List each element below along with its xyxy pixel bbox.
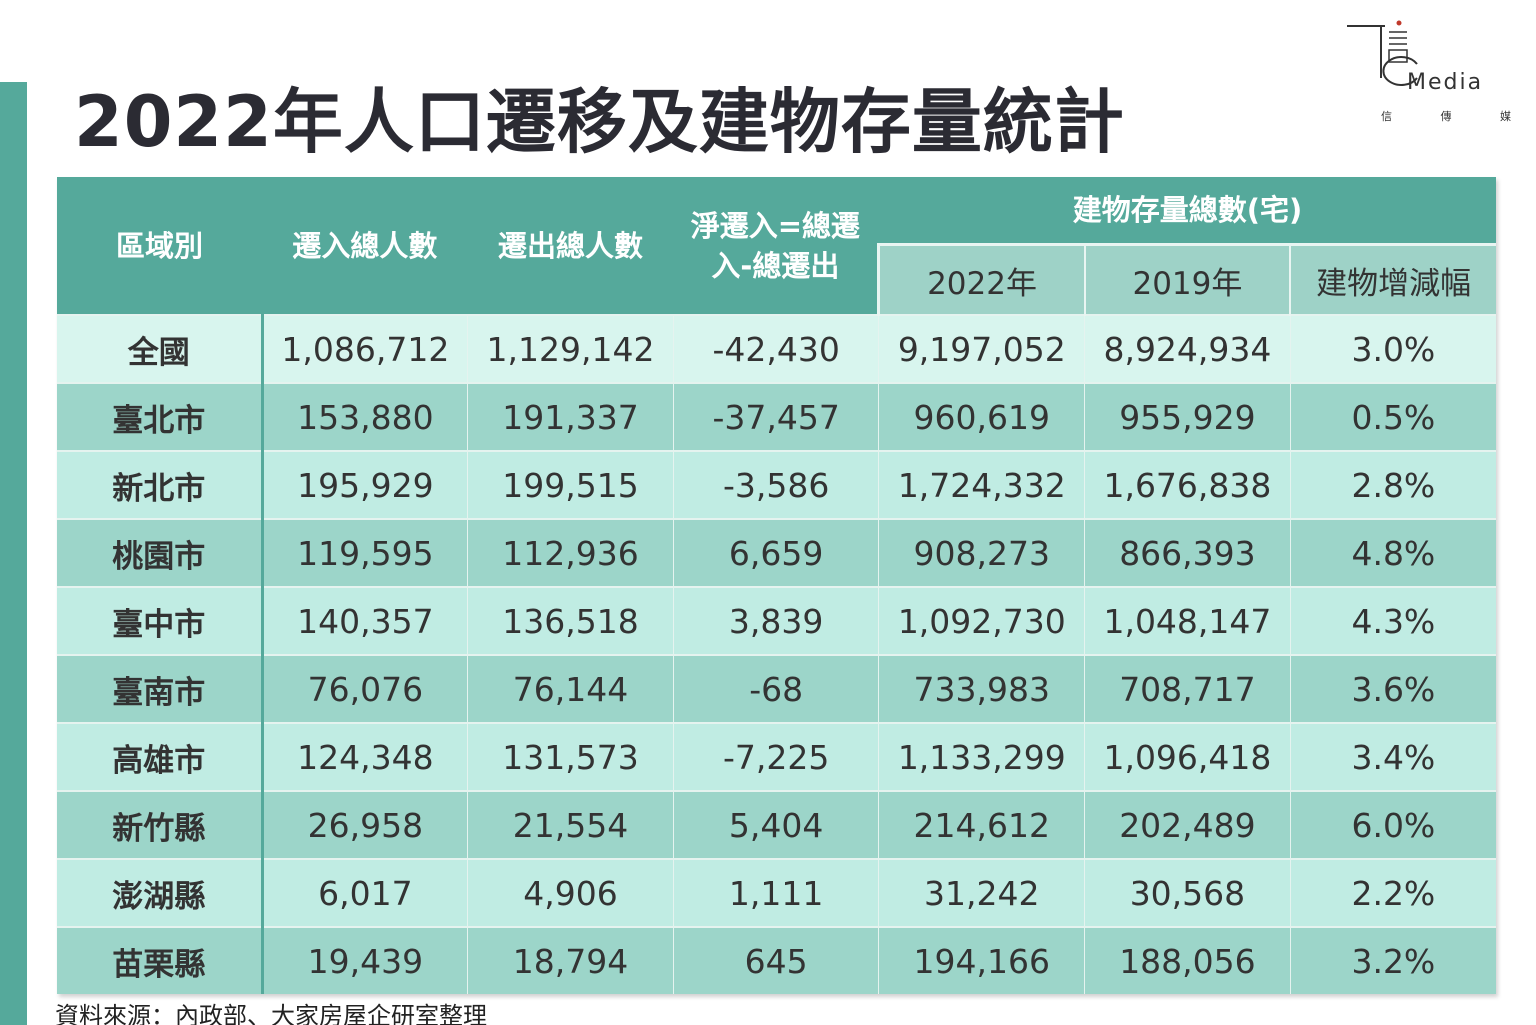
cell-inflow: 124,348	[261, 722, 468, 791]
table-row: 高雄市 124,348 131,573 -7,225 1,133,299 1,0…	[57, 722, 1496, 791]
page-title: 2022年人口遷移及建物存量統計	[74, 81, 1125, 163]
cell-change: 6.0%	[1289, 790, 1496, 859]
cell-net: -37,457	[672, 382, 879, 451]
cell-region: 桃園市	[57, 518, 264, 587]
table-row: 新北市 195,929 199,515 -3,586 1,724,332 1,6…	[57, 450, 1496, 519]
cell-net: 1,111	[672, 858, 879, 927]
cell-outflow: 21,554	[467, 790, 674, 859]
cell-inflow: 26,958	[261, 790, 468, 859]
cell-stock-2022: 960,619	[878, 382, 1085, 451]
cell-change: 4.8%	[1289, 518, 1496, 587]
cell-region: 苗栗縣	[57, 926, 264, 994]
cell-inflow: 1,086,712	[261, 314, 468, 383]
cell-stock-2019: 202,489	[1084, 790, 1291, 859]
cell-region: 臺中市	[57, 586, 264, 655]
cell-inflow: 140,357	[261, 586, 468, 655]
cell-stock-2022: 1,133,299	[878, 722, 1085, 791]
cell-outflow: 136,518	[467, 586, 674, 655]
cell-change: 3.0%	[1289, 314, 1496, 383]
cell-outflow: 18,794	[467, 926, 674, 994]
cell-net: -42,430	[672, 314, 879, 383]
cell-inflow: 6,017	[261, 858, 468, 927]
cell-region: 新北市	[57, 450, 264, 519]
cell-stock-2019: 1,096,418	[1084, 722, 1291, 791]
cell-stock-2022: 31,242	[878, 858, 1085, 927]
cell-change: 3.4%	[1289, 722, 1496, 791]
cell-region: 澎湖縣	[57, 858, 264, 927]
cell-stock-2022: 194,166	[878, 926, 1085, 994]
cell-stock-2022: 1,724,332	[878, 450, 1085, 519]
header-net: 淨遷入=總遷入-總遷出	[673, 177, 879, 315]
cell-region: 臺南市	[57, 654, 264, 723]
accent-bar	[0, 82, 27, 1025]
table-row: 新竹縣 26,958 21,554 5,404 214,612 202,489 …	[57, 790, 1496, 859]
migration-table: 區域別 遷入總人數 遷出總人數 淨遷入=總遷入-總遷出 建物存量總數(宅) 20…	[57, 177, 1496, 994]
header-stock-2022: 2022年	[877, 244, 1085, 315]
cell-stock-2022: 1,092,730	[878, 586, 1085, 655]
header-stock-group: 建物存量總數(宅)	[878, 177, 1496, 246]
cell-change: 4.3%	[1289, 586, 1496, 655]
table-row: 臺南市 76,076 76,144 -68 733,983 708,717 3.…	[57, 654, 1496, 723]
cell-stock-2022: 9,197,052	[878, 314, 1085, 383]
cell-stock-2019: 30,568	[1084, 858, 1291, 927]
header-change: 建物增減幅	[1289, 244, 1496, 315]
cell-outflow: 199,515	[467, 450, 674, 519]
cell-stock-2019: 1,676,838	[1084, 450, 1291, 519]
cell-change: 0.5%	[1289, 382, 1496, 451]
logo-word: Media	[1407, 70, 1484, 95]
cell-outflow: 131,573	[467, 722, 674, 791]
cell-region: 高雄市	[57, 722, 264, 791]
table-row: 臺北市 153,880 191,337 -37,457 960,619 955,…	[57, 382, 1496, 451]
cell-inflow: 119,595	[261, 518, 468, 587]
cell-inflow: 76,076	[261, 654, 468, 723]
cell-change: 3.2%	[1289, 926, 1496, 994]
cell-net: 645	[672, 926, 879, 994]
cell-net: 3,839	[672, 586, 879, 655]
cell-stock-2019: 708,717	[1084, 654, 1291, 723]
table-row: 苗栗縣 19,439 18,794 645 194,166 188,056 3.…	[57, 926, 1496, 994]
cell-change: 2.8%	[1289, 450, 1496, 519]
cell-outflow: 112,936	[467, 518, 674, 587]
cell-stock-2019: 188,056	[1084, 926, 1291, 994]
header-region: 區域別	[57, 177, 263, 315]
cell-outflow: 191,337	[467, 382, 674, 451]
logo-mark-icon	[1347, 20, 1418, 86]
cell-net: -68	[672, 654, 879, 723]
cell-region: 臺北市	[57, 382, 264, 451]
table-row: 桃園市 119,595 112,936 6,659 908,273 866,39…	[57, 518, 1496, 587]
cell-inflow: 153,880	[261, 382, 468, 451]
cell-outflow: 76,144	[467, 654, 674, 723]
cell-stock-2022: 908,273	[878, 518, 1085, 587]
cell-net: -3,586	[672, 450, 879, 519]
cell-inflow: 195,929	[261, 450, 468, 519]
cell-region: 全國	[57, 314, 264, 383]
cell-region: 新竹縣	[57, 790, 264, 859]
cell-stock-2019: 1,048,147	[1084, 586, 1291, 655]
cell-stock-2019: 955,929	[1084, 382, 1291, 451]
media-logo: Media 信 傳 媒	[1345, 18, 1511, 123]
cell-outflow: 1,129,142	[467, 314, 674, 383]
cell-net: 5,404	[672, 790, 879, 859]
cell-net: 6,659	[672, 518, 879, 587]
table-row: 澎湖縣 6,017 4,906 1,111 31,242 30,568 2.2%	[57, 858, 1496, 927]
header-inflow: 遷入總人數	[262, 177, 468, 315]
cell-net: -7,225	[672, 722, 879, 791]
cell-change: 2.2%	[1289, 858, 1496, 927]
header-stock-2019: 2019年	[1083, 244, 1291, 315]
table-row: 臺中市 140,357 136,518 3,839 1,092,730 1,04…	[57, 586, 1496, 655]
cell-outflow: 4,906	[467, 858, 674, 927]
cell-stock-2022: 733,983	[878, 654, 1085, 723]
table-row: 全國 1,086,712 1,129,142 -42,430 9,197,052…	[57, 314, 1496, 383]
header-outflow: 遷出總人數	[467, 177, 674, 315]
cell-change: 3.6%	[1289, 654, 1496, 723]
cell-stock-2019: 866,393	[1084, 518, 1291, 587]
cell-stock-2022: 214,612	[878, 790, 1085, 859]
logo-subtitle: 信 傳 媒	[1381, 110, 1511, 123]
cell-inflow: 19,439	[261, 926, 468, 994]
cell-stock-2019: 8,924,934	[1084, 314, 1291, 383]
source-note: 資料來源：內政部、大家房屋企研室整理	[55, 1002, 487, 1025]
